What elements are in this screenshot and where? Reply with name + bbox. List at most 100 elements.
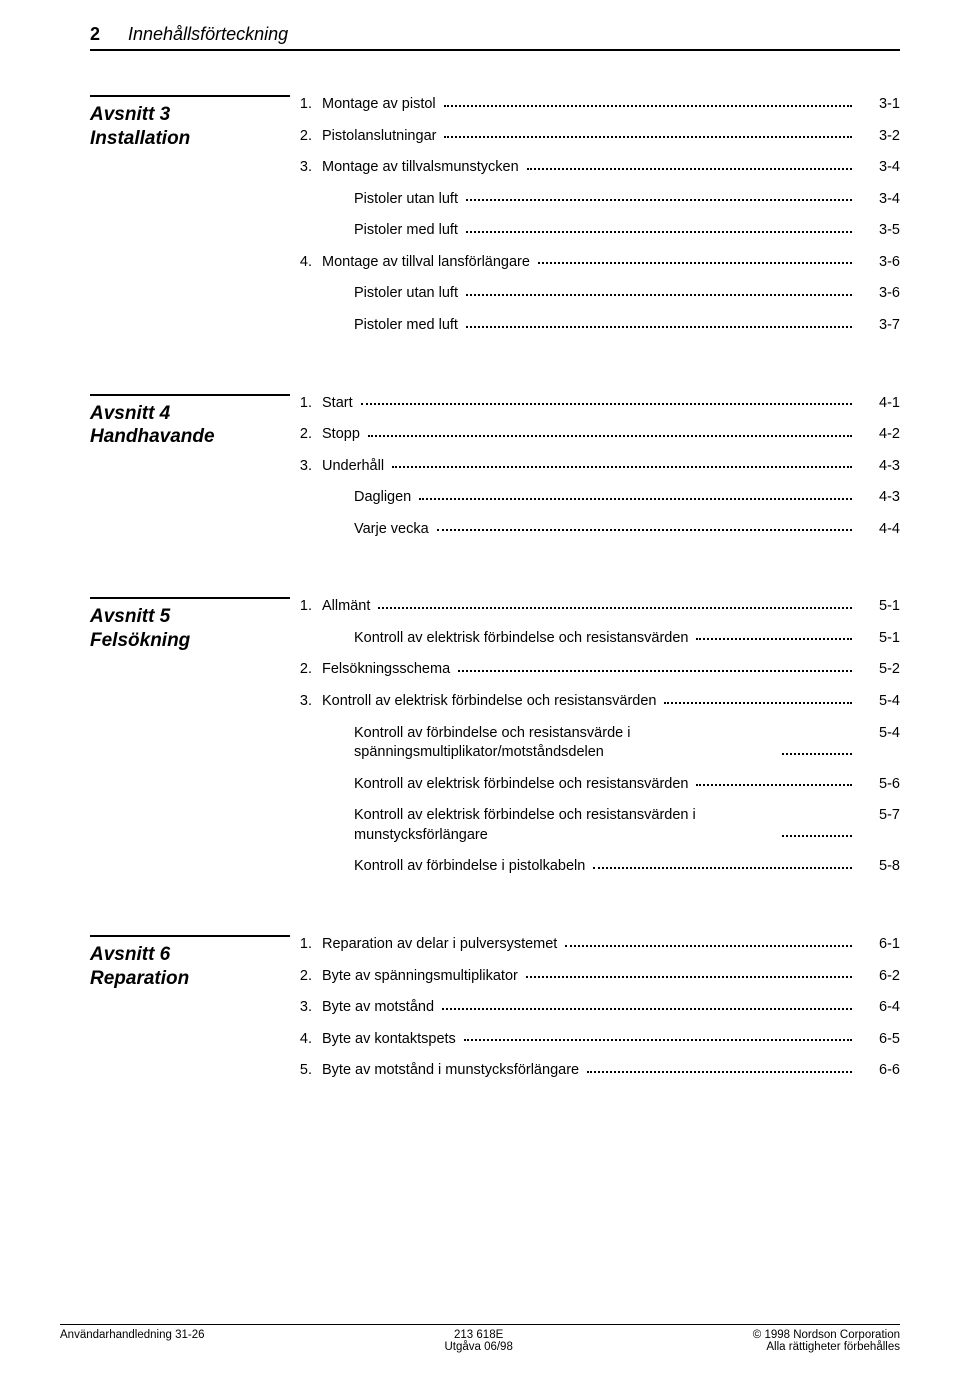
toc-leader [782, 835, 852, 837]
toc-item-number: 3. [290, 457, 312, 477]
toc-item-page: 3-4 [858, 158, 900, 178]
toc-leader [466, 326, 852, 328]
toc-label-wrap: Felsökningsschema [322, 660, 858, 680]
footer-left: Användarhandledning 31-26 [60, 1329, 205, 1353]
toc-section: Avsnitt 3Installation1.Montage av pistol… [90, 95, 900, 348]
toc-leader [782, 753, 852, 755]
toc-item-page: 5-1 [858, 629, 900, 649]
toc-item-page: 6-1 [858, 935, 900, 955]
toc-item-label: Stopp [322, 425, 360, 445]
toc-item-number [322, 190, 344, 210]
section-heading: Avsnitt 4Handhavande [90, 402, 278, 450]
toc-row: 4.Montage av tillval lansförlängare3-6 [290, 253, 900, 273]
toc-row: 2.Pistolanslutningar3-2 [290, 127, 900, 147]
toc-label-wrap: Byte av spänningsmultiplikator [322, 967, 858, 987]
toc-row: 3.Underhåll4-3 [290, 457, 900, 477]
toc-item-page: 4-1 [858, 394, 900, 414]
section-heading-col: Avsnitt 4Handhavande [90, 394, 290, 552]
toc-label-wrap: Montage av tillval lansförlängare [322, 253, 858, 273]
toc-item-number [322, 775, 344, 795]
toc-item-page: 3-6 [858, 253, 900, 273]
footer-copyright: © 1998 Nordson Corporation [753, 1329, 900, 1341]
toc-label-wrap: Kontroll av förbindelse och resistansvär… [354, 724, 858, 763]
toc-row: Dagligen4-3 [322, 488, 900, 508]
toc-item-number: 1. [290, 597, 312, 617]
toc-item-page: 3-1 [858, 95, 900, 115]
page-footer: Användarhandledning 31-26 213 618E Utgåv… [60, 1324, 900, 1353]
section-items: 1.Reparation av delar i pulversystemet6-… [290, 935, 900, 1093]
toc-leader [466, 199, 852, 201]
toc-item-label: Allmänt [322, 597, 370, 617]
toc-item-label: Start [322, 394, 353, 414]
toc-item-number [322, 284, 344, 304]
toc-item-label: Montage av tillvalsmunstycken [322, 158, 519, 178]
toc-label-wrap: Kontroll av förbindelse i pistolkabeln [354, 857, 858, 877]
toc-item-page: 3-7 [858, 316, 900, 336]
toc-leader [565, 945, 852, 947]
toc-section: Avsnitt 4Handhavande1.Start4-12.Stopp4-2… [90, 394, 900, 552]
toc-item-number [322, 520, 344, 540]
toc-leader [378, 607, 852, 609]
toc-row: Pistoler med luft 3-5 [322, 221, 900, 241]
toc-label-wrap: Byte av kontaktspets [322, 1030, 858, 1050]
toc-item-number: 2. [290, 425, 312, 445]
toc-label-wrap: Kontroll av elektrisk förbindelse och re… [354, 806, 858, 845]
toc-item-number [322, 857, 344, 877]
toc-item-label: Pistoler utan luft [354, 284, 458, 304]
section-items: 1.Start4-12.Stopp4-23.Underhåll4-3Daglig… [290, 394, 900, 552]
toc-item-label: Felsökningsschema [322, 660, 450, 680]
toc-label-wrap: Byte av motstånd i munstycksförlängare [322, 1061, 858, 1081]
toc-item-label: Montage av pistol [322, 95, 436, 115]
toc-item-label: Byte av motstånd i munstycksförlängare [322, 1061, 579, 1081]
toc-label-wrap: Kontroll av elektrisk förbindelse och re… [322, 692, 858, 712]
toc-item-page: 4-3 [858, 457, 900, 477]
toc-item-page: 6-6 [858, 1061, 900, 1081]
toc-item-page: 4-2 [858, 425, 900, 445]
toc-leader [419, 498, 852, 500]
toc-leader [458, 670, 852, 672]
toc-item-page: 5-4 [858, 692, 900, 712]
toc-row: 3.Byte av motstånd6-4 [290, 998, 900, 1018]
toc-item-number: 1. [290, 95, 312, 115]
toc-item-number: 4. [290, 1030, 312, 1050]
toc-row: 1.Reparation av delar i pulversystemet6-… [290, 935, 900, 955]
toc-row: 1. Allmänt 5-1 [290, 597, 900, 617]
toc-leader [392, 466, 852, 468]
toc-item-label: Pistoler utan luft [354, 190, 458, 210]
toc-label-wrap: Kontroll av elektrisk förbindelse och re… [354, 629, 858, 649]
toc-item-label: Montage av tillval lansförlängare [322, 253, 530, 273]
toc-item-number [322, 221, 344, 241]
toc-item-label: Pistoler med luft [354, 221, 458, 241]
toc-leader [466, 231, 852, 233]
toc-item-page: 3-4 [858, 190, 900, 210]
toc-item-number [322, 488, 344, 508]
toc-item-number: 3. [290, 692, 312, 712]
section-heading-col: Avsnitt 6Reparation [90, 935, 290, 1093]
toc-item-page: 5-4 [858, 724, 900, 763]
toc-label-wrap: Pistoler med luft [354, 316, 858, 336]
toc-row: Kontroll av förbindelse i pistolkabeln5-… [322, 857, 900, 877]
toc-item-page: 6-5 [858, 1030, 900, 1050]
footer-docnum: 213 618E [444, 1329, 512, 1341]
section-heading: Avsnitt 5Felsökning [90, 605, 278, 653]
toc-item-page: 6-2 [858, 967, 900, 987]
section-items: 1. Allmänt 5-1 Kontroll av elektrisk förbin… [290, 597, 900, 889]
toc-label-wrap: Stopp [322, 425, 858, 445]
toc-row: Pistoler utan luft3-6 [322, 284, 900, 304]
toc-label-wrap: Montage av pistol [322, 95, 858, 115]
toc-item-label: Kontroll av elektrisk förbindelse och re… [354, 806, 774, 845]
section-items: 1. Montage av pistol 3-1 2.Pistolanslutning… [290, 95, 900, 348]
toc-item-page: 3-5 [858, 221, 900, 241]
toc-item-number [322, 629, 344, 649]
toc-item-page: 5-7 [858, 806, 900, 845]
toc-leader [464, 1039, 852, 1041]
toc-row: 3.Montage av tillvalsmunstycken3-4 [290, 158, 900, 178]
toc-item-page: 4-3 [858, 488, 900, 508]
toc-label-wrap: Pistoler utan luft [354, 190, 858, 210]
toc-item-label: Varje vecka [354, 520, 429, 540]
footer-rule [60, 1324, 900, 1325]
toc-label-wrap: Byte av motstånd [322, 998, 858, 1018]
toc-item-page: 5-1 [858, 597, 900, 617]
toc-row: 2.Felsökningsschema5-2 [290, 660, 900, 680]
toc-item-label: Kontroll av elektrisk förbindelse och re… [354, 629, 688, 649]
